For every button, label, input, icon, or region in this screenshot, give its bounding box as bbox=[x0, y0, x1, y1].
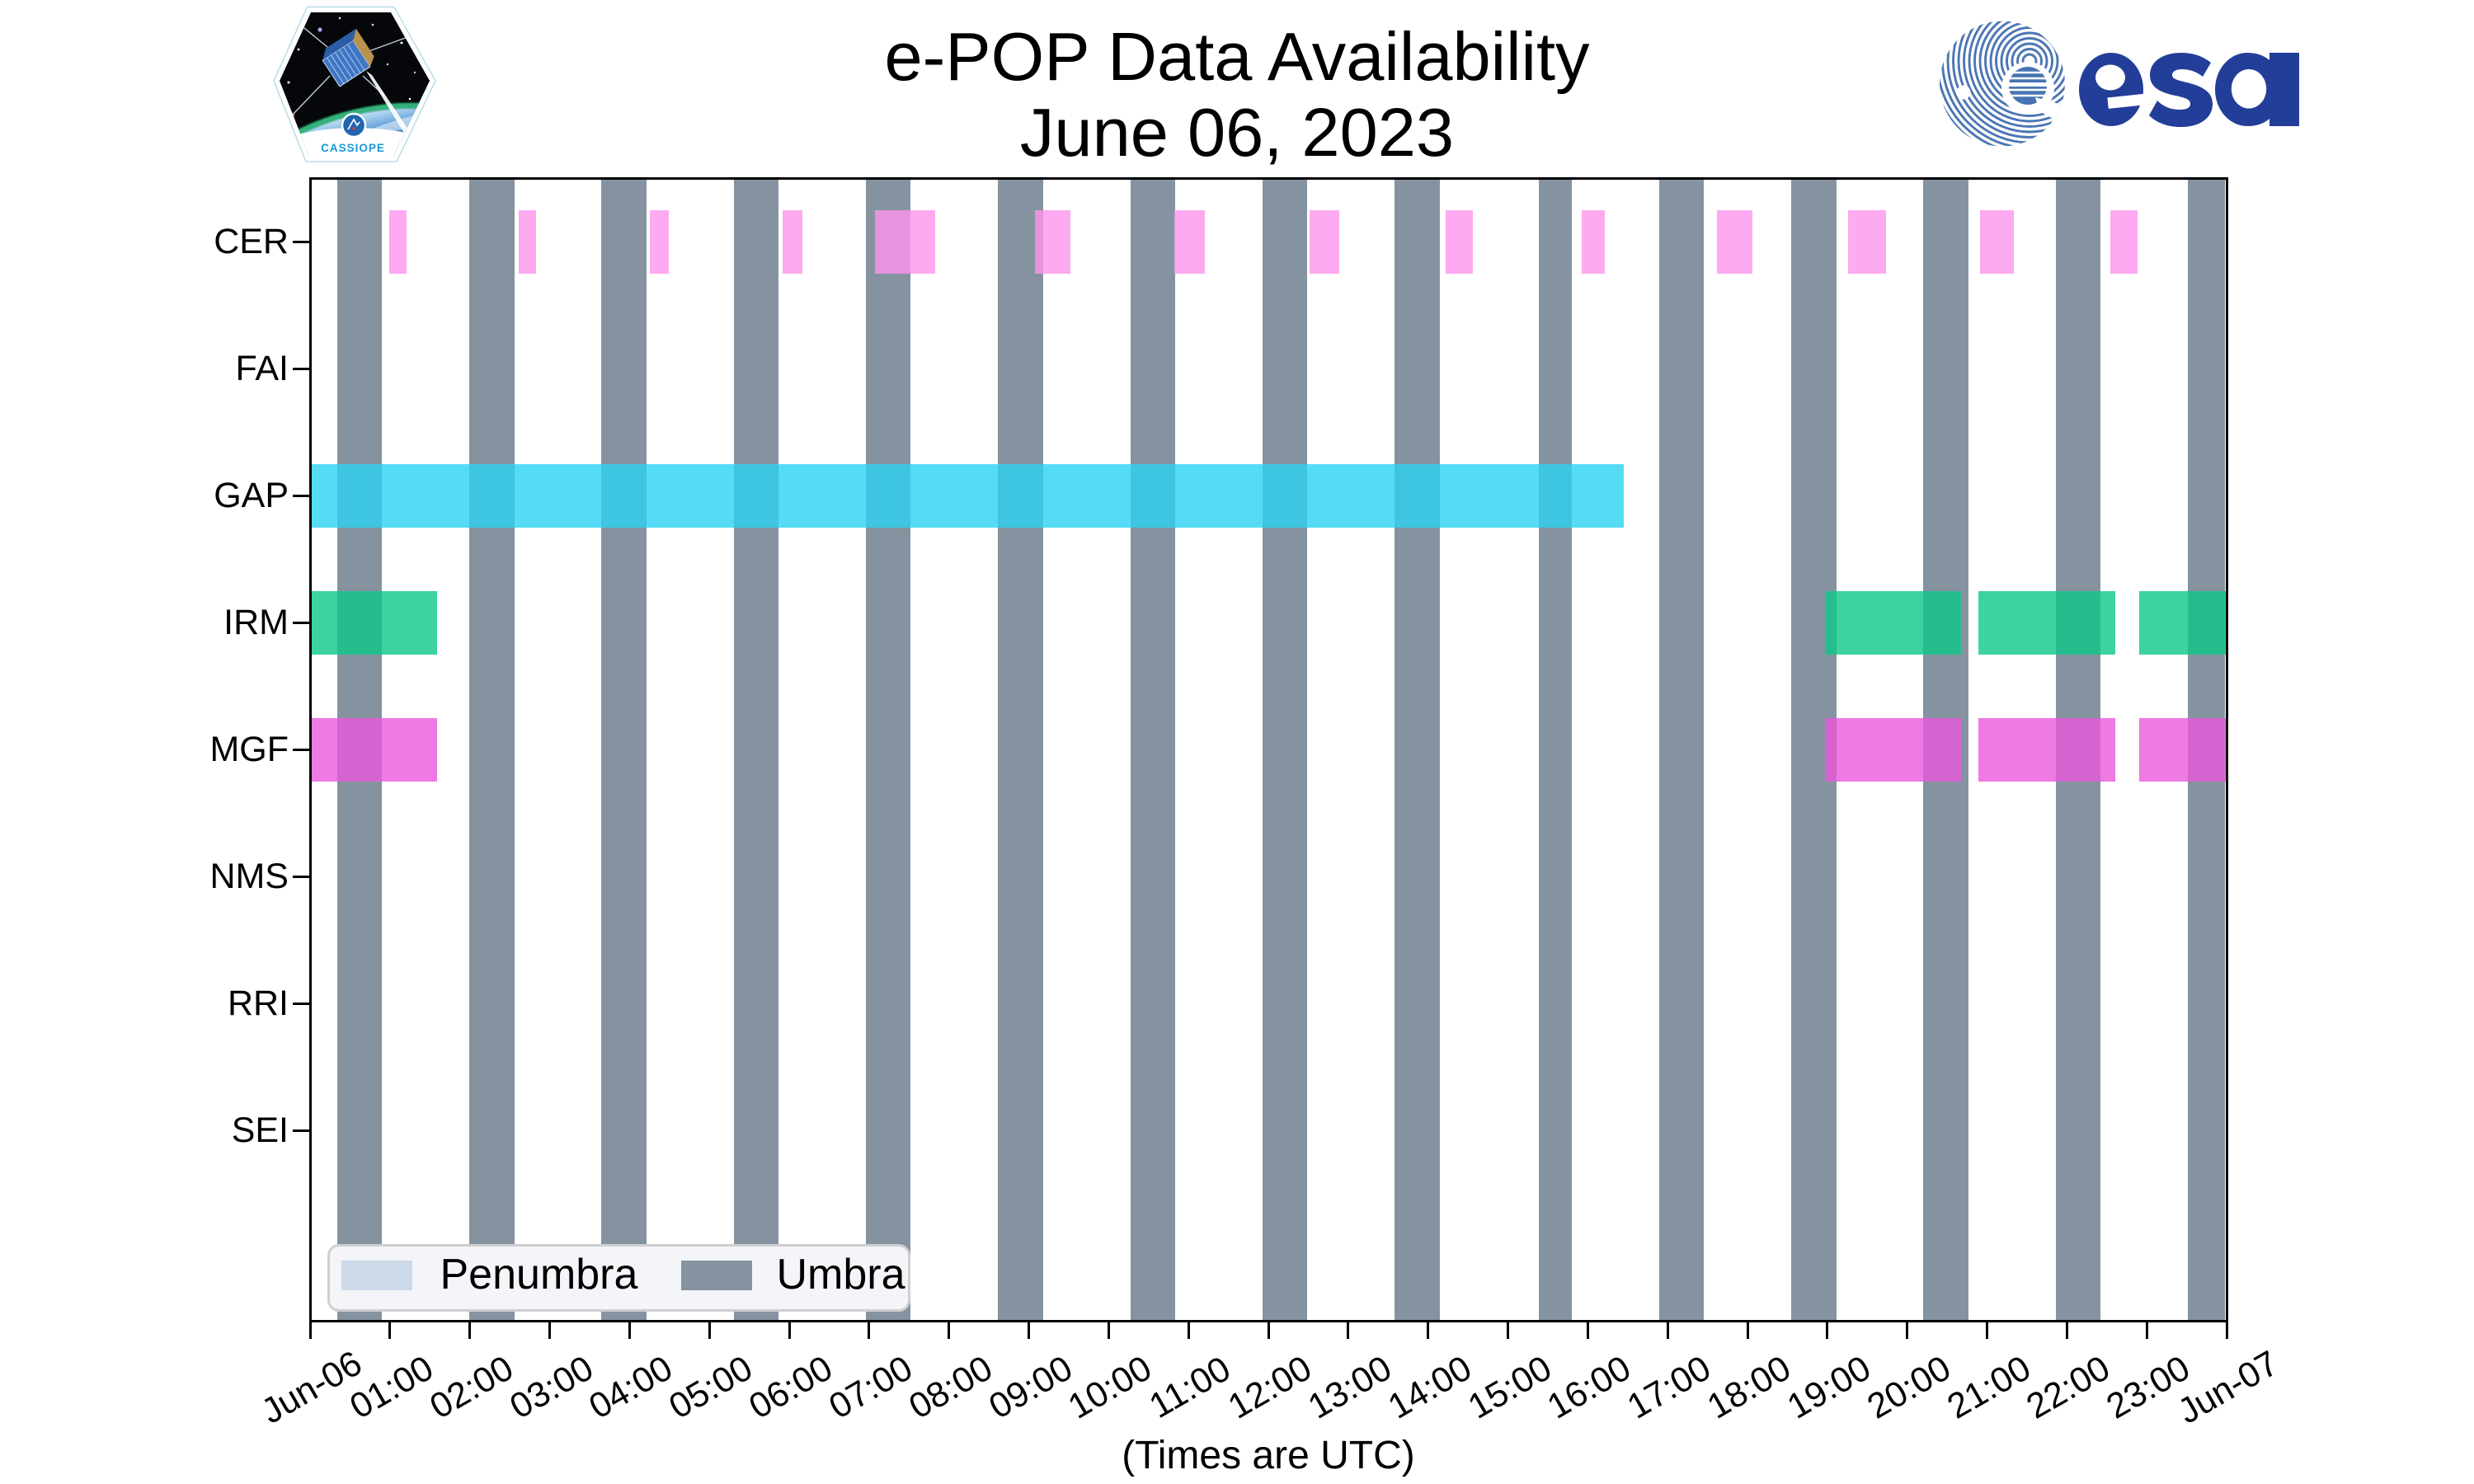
svg-text:CASSIOPE: CASSIOPE bbox=[321, 142, 385, 154]
